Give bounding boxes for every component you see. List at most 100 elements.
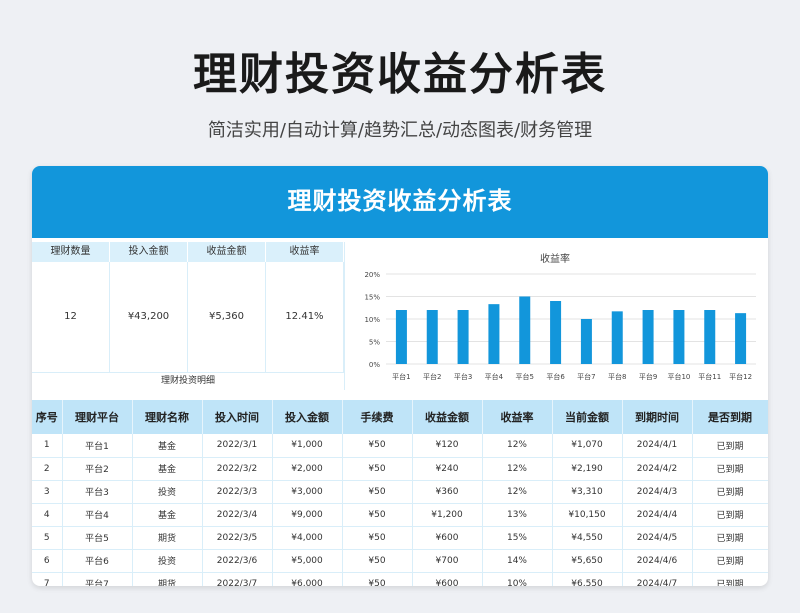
table-cell[interactable]: 12%: [482, 480, 553, 504]
table-cell[interactable]: 已到期: [692, 526, 768, 550]
table-cell[interactable]: ¥700: [412, 549, 483, 573]
table-cell[interactable]: 2024/4/3: [622, 480, 693, 504]
table-cell[interactable]: 2022/3/4: [202, 503, 273, 527]
table-cell[interactable]: 2022/3/2: [202, 457, 273, 481]
col-header-index[interactable]: 序号: [32, 400, 63, 434]
table-cell[interactable]: 2024/4/6: [622, 549, 693, 573]
summary-header-invest: 投入金额: [110, 242, 188, 262]
table-cell[interactable]: 投资: [132, 549, 203, 573]
table-cell[interactable]: ¥50: [342, 457, 413, 481]
table-cell[interactable]: ¥50: [342, 480, 413, 504]
table-row[interactable]: 7 平台7 期货 2022/3/7 ¥6,000 ¥50 ¥600 10% ¥6,550 2024…: [32, 572, 768, 586]
table-cell[interactable]: ¥50: [342, 503, 413, 527]
table-cell[interactable]: 4: [32, 503, 63, 527]
table-cell[interactable]: 投资: [132, 480, 203, 504]
table-cell[interactable]: 平台4: [62, 503, 133, 527]
table-row[interactable]: 2 平台2 基金 2022/3/2 ¥2,000 ¥50 ¥240 12% ¥2,190 2024…: [32, 457, 768, 481]
table-cell[interactable]: ¥6,000: [272, 572, 343, 586]
col-header-invest-date[interactable]: 投入时间: [202, 400, 273, 434]
table-cell[interactable]: ¥1,200: [412, 503, 483, 527]
col-header-maturity[interactable]: 到期时间: [622, 400, 693, 434]
table-cell[interactable]: 2022/3/5: [202, 526, 273, 550]
table-cell[interactable]: ¥6,550: [552, 572, 623, 586]
table-cell[interactable]: ¥4,550: [552, 526, 623, 550]
table-cell[interactable]: 期货: [132, 526, 203, 550]
table-cell[interactable]: 2024/4/7: [622, 572, 693, 586]
table-cell[interactable]: ¥9,000: [272, 503, 343, 527]
table-cell[interactable]: ¥5,000: [272, 549, 343, 573]
table-row[interactable]: 6 平台6 投资 2022/3/6 ¥5,000 ¥50 ¥700 14% ¥5,650 2024…: [32, 549, 768, 573]
table-cell[interactable]: 已到期: [692, 457, 768, 481]
chart-y-tick-label: 10%: [364, 316, 380, 324]
table-cell[interactable]: 6: [32, 549, 63, 573]
table-cell[interactable]: ¥50: [342, 549, 413, 573]
table-cell[interactable]: 2022/3/3: [202, 480, 273, 504]
table-cell[interactable]: 已到期: [692, 434, 768, 458]
table-cell[interactable]: ¥1,070: [552, 434, 623, 458]
table-cell[interactable]: 14%: [482, 549, 553, 573]
table-row[interactable]: 3 平台3 投资 2022/3/3 ¥3,000 ¥50 ¥360 12% ¥3,310 2024…: [32, 480, 768, 504]
table-cell[interactable]: 期货: [132, 572, 203, 586]
table-cell[interactable]: 平台5: [62, 526, 133, 550]
table-cell[interactable]: ¥600: [412, 526, 483, 550]
table-cell[interactable]: 2024/4/4: [622, 503, 693, 527]
chart-x-tick-label: 平台9: [639, 372, 657, 381]
table-cell[interactable]: 15%: [482, 526, 553, 550]
table-cell[interactable]: 基金: [132, 434, 203, 458]
table-cell[interactable]: 已到期: [692, 549, 768, 573]
col-header-invest-amount[interactable]: 投入金额: [272, 400, 343, 434]
table-cell[interactable]: 12%: [482, 434, 553, 458]
table-cell[interactable]: 2022/3/1: [202, 434, 273, 458]
table-cell[interactable]: ¥1,000: [272, 434, 343, 458]
col-header-product[interactable]: 理财名称: [132, 400, 203, 434]
col-header-current[interactable]: 当前金额: [552, 400, 623, 434]
col-header-platform[interactable]: 理财平台: [62, 400, 133, 434]
table-cell[interactable]: 平台7: [62, 572, 133, 586]
table-cell[interactable]: 已到期: [692, 503, 768, 527]
table-cell[interactable]: ¥3,310: [552, 480, 623, 504]
table-row[interactable]: 4 平台4 基金 2022/3/4 ¥9,000 ¥50 ¥1,200 13% ¥10,150 2…: [32, 503, 768, 527]
col-header-fee[interactable]: 手续费: [342, 400, 413, 434]
table-cell[interactable]: 基金: [132, 457, 203, 481]
table-cell[interactable]: 10%: [482, 572, 553, 586]
table-cell[interactable]: 3: [32, 480, 63, 504]
table-cell[interactable]: ¥600: [412, 572, 483, 586]
col-header-matured[interactable]: 是否到期: [692, 400, 768, 434]
table-row[interactable]: 5 平台5 期货 2022/3/5 ¥4,000 ¥50 ¥600 15% ¥4,550 2024…: [32, 526, 768, 550]
table-cell[interactable]: ¥10,150: [552, 503, 623, 527]
table-cell[interactable]: 已到期: [692, 480, 768, 504]
table-cell[interactable]: 2024/4/1: [622, 434, 693, 458]
table-cell[interactable]: 7: [32, 572, 63, 586]
chart-bar: [673, 310, 685, 364]
table-cell[interactable]: ¥120: [412, 434, 483, 458]
table-cell[interactable]: 2022/3/7: [202, 572, 273, 586]
table-cell[interactable]: 已到期: [692, 572, 768, 586]
table-cell[interactable]: 12%: [482, 457, 553, 481]
table-cell[interactable]: 2024/4/5: [622, 526, 693, 550]
table-cell[interactable]: ¥3,000: [272, 480, 343, 504]
table-cell[interactable]: 平台1: [62, 434, 133, 458]
table-row[interactable]: 1 平台1 基金 2022/3/1 ¥1,000 ¥50 ¥120 12% ¥1,070 2024…: [32, 434, 768, 458]
table-cell[interactable]: ¥4,000: [272, 526, 343, 550]
chart-bar: [457, 310, 469, 364]
table-cell[interactable]: ¥2,190: [552, 457, 623, 481]
table-cell[interactable]: 平台6: [62, 549, 133, 573]
table-cell[interactable]: 2: [32, 457, 63, 481]
table-cell[interactable]: ¥5,650: [552, 549, 623, 573]
col-header-rate[interactable]: 收益率: [482, 400, 553, 434]
table-cell[interactable]: 13%: [482, 503, 553, 527]
table-cell[interactable]: 2022/3/6: [202, 549, 273, 573]
table-cell[interactable]: ¥360: [412, 480, 483, 504]
table-cell[interactable]: ¥2,000: [272, 457, 343, 481]
table-cell[interactable]: ¥50: [342, 526, 413, 550]
table-cell[interactable]: 平台3: [62, 480, 133, 504]
table-cell[interactable]: 基金: [132, 503, 203, 527]
table-cell[interactable]: 平台2: [62, 457, 133, 481]
table-cell[interactable]: ¥50: [342, 572, 413, 586]
col-header-profit[interactable]: 收益金额: [412, 400, 483, 434]
table-cell[interactable]: 1: [32, 434, 63, 458]
table-cell[interactable]: ¥50: [342, 434, 413, 458]
table-cell[interactable]: 2024/4/2: [622, 457, 693, 481]
table-cell[interactable]: ¥240: [412, 457, 483, 481]
table-cell[interactable]: 5: [32, 526, 63, 550]
